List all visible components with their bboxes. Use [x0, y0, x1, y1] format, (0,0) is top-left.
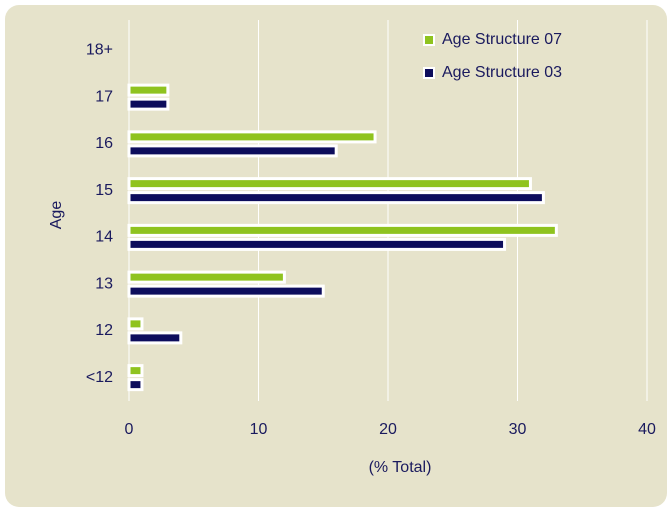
- y-tick-label: 13: [95, 275, 113, 292]
- bar: [127, 237, 507, 251]
- bar: [127, 364, 144, 378]
- x-axis-label: (% Total): [369, 459, 432, 476]
- legend-label: Age Structure 07: [442, 31, 562, 48]
- y-tick-label: <12: [86, 369, 113, 386]
- x-tick-label: 10: [250, 421, 268, 438]
- bar: [127, 130, 377, 144]
- bar: [127, 177, 532, 191]
- y-tick-label: 12: [95, 322, 113, 339]
- y-tick-label: 18+: [86, 42, 113, 59]
- y-tick-label: 17: [95, 88, 113, 105]
- bar: [127, 331, 183, 345]
- bar: [127, 317, 144, 331]
- legend-swatch: [423, 34, 435, 46]
- y-tick-label: 14: [95, 229, 113, 246]
- bar: [127, 144, 338, 158]
- bar: [127, 378, 144, 392]
- bar: [127, 284, 325, 298]
- x-tick-label: 0: [125, 421, 134, 438]
- y-tick-label: 15: [95, 182, 113, 199]
- chart-background: [5, 5, 667, 507]
- x-tick-label: 40: [638, 421, 656, 438]
- y-tick-label: 16: [95, 135, 113, 152]
- bar: [127, 223, 558, 237]
- y-axis-label: Age: [48, 201, 65, 230]
- x-tick-label: 20: [379, 421, 397, 438]
- bar: [127, 191, 545, 205]
- bar: [127, 83, 170, 97]
- x-tick-label: 30: [509, 421, 527, 438]
- bar: [127, 270, 286, 284]
- legend-swatch: [423, 67, 435, 79]
- bar: [127, 97, 170, 111]
- legend-label: Age Structure 03: [442, 64, 562, 81]
